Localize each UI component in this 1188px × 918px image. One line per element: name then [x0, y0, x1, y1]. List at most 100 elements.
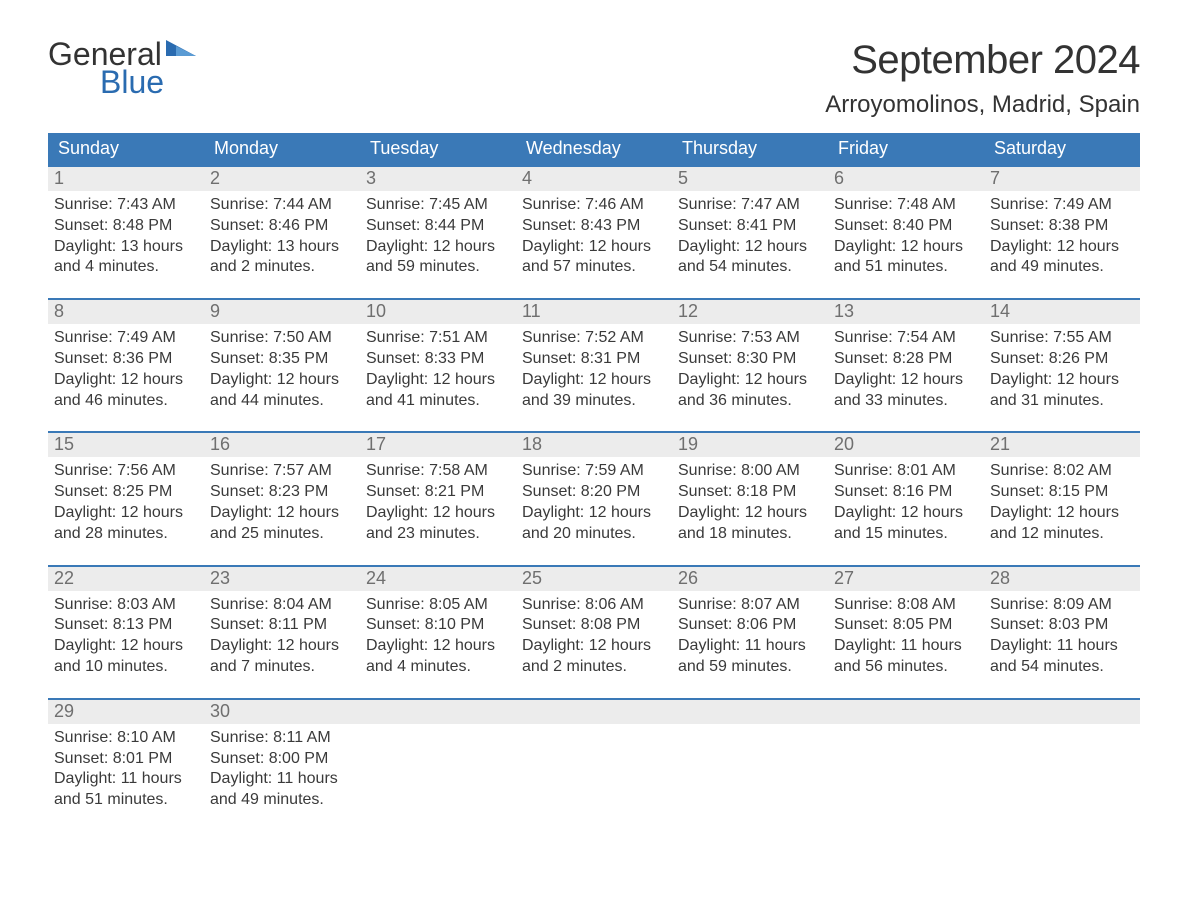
day-sunrise: Sunrise: 7:59 AM	[522, 461, 666, 482]
day-number: 13	[828, 300, 984, 324]
day-cell: 20Sunrise: 8:01 AMSunset: 8:16 PMDayligh…	[828, 433, 984, 544]
day-sunrise: Sunrise: 8:03 AM	[54, 595, 198, 616]
day-dl2: and 41 minutes.	[366, 391, 510, 412]
day-sunset: Sunset: 8:15 PM	[990, 482, 1134, 503]
day-dl2: and 51 minutes.	[834, 257, 978, 278]
day-number: 8	[48, 300, 204, 324]
page-title: September 2024	[825, 38, 1140, 83]
day-number: 30	[204, 700, 360, 724]
day-cell: 6Sunrise: 7:48 AMSunset: 8:40 PMDaylight…	[828, 167, 984, 278]
day-cell: 13Sunrise: 7:54 AMSunset: 8:28 PMDayligh…	[828, 300, 984, 411]
day-sunrise: Sunrise: 7:45 AM	[366, 195, 510, 216]
day-dl1: Daylight: 12 hours	[834, 503, 978, 524]
logo-text-blue: Blue	[100, 66, 196, 98]
column-header: Tuesday	[360, 133, 516, 165]
day-number: 26	[672, 567, 828, 591]
day-cell: 22Sunrise: 8:03 AMSunset: 8:13 PMDayligh…	[48, 567, 204, 678]
day-cell: 12Sunrise: 7:53 AMSunset: 8:30 PMDayligh…	[672, 300, 828, 411]
column-header: Thursday	[672, 133, 828, 165]
day-body	[672, 724, 828, 734]
day-cell	[828, 700, 984, 811]
day-number	[360, 700, 516, 724]
day-number: 7	[984, 167, 1140, 191]
day-sunrise: Sunrise: 8:11 AM	[210, 728, 354, 749]
day-dl1: Daylight: 11 hours	[54, 769, 198, 790]
day-body: Sunrise: 8:04 AMSunset: 8:11 PMDaylight:…	[204, 591, 360, 678]
day-dl1: Daylight: 12 hours	[522, 237, 666, 258]
day-dl1: Daylight: 11 hours	[678, 636, 822, 657]
day-sunrise: Sunrise: 7:53 AM	[678, 328, 822, 349]
day-sunrise: Sunrise: 7:49 AM	[990, 195, 1134, 216]
day-sunrise: Sunrise: 7:44 AM	[210, 195, 354, 216]
day-dl1: Daylight: 12 hours	[366, 503, 510, 524]
day-dl1: Daylight: 12 hours	[678, 237, 822, 258]
day-body: Sunrise: 8:05 AMSunset: 8:10 PMDaylight:…	[360, 591, 516, 678]
day-body: Sunrise: 7:57 AMSunset: 8:23 PMDaylight:…	[204, 457, 360, 544]
day-dl1: Daylight: 12 hours	[54, 636, 198, 657]
day-sunset: Sunset: 8:31 PM	[522, 349, 666, 370]
day-cell	[984, 700, 1140, 811]
day-number: 18	[516, 433, 672, 457]
day-sunset: Sunset: 8:43 PM	[522, 216, 666, 237]
header: General Blue September 2024 Arroyomolino…	[48, 38, 1140, 119]
day-body: Sunrise: 8:02 AMSunset: 8:15 PMDaylight:…	[984, 457, 1140, 544]
day-dl2: and 59 minutes.	[678, 657, 822, 678]
day-body: Sunrise: 8:10 AMSunset: 8:01 PMDaylight:…	[48, 724, 204, 811]
day-dl1: Daylight: 12 hours	[990, 237, 1134, 258]
day-sunrise: Sunrise: 7:58 AM	[366, 461, 510, 482]
day-cell: 26Sunrise: 8:07 AMSunset: 8:06 PMDayligh…	[672, 567, 828, 678]
day-sunset: Sunset: 8:00 PM	[210, 749, 354, 770]
column-header: Wednesday	[516, 133, 672, 165]
day-body: Sunrise: 7:46 AMSunset: 8:43 PMDaylight:…	[516, 191, 672, 278]
day-sunset: Sunset: 8:30 PM	[678, 349, 822, 370]
day-cell	[360, 700, 516, 811]
day-number: 28	[984, 567, 1140, 591]
day-sunrise: Sunrise: 8:07 AM	[678, 595, 822, 616]
day-body: Sunrise: 7:51 AMSunset: 8:33 PMDaylight:…	[360, 324, 516, 411]
day-sunset: Sunset: 8:06 PM	[678, 615, 822, 636]
day-dl2: and 33 minutes.	[834, 391, 978, 412]
day-sunrise: Sunrise: 8:09 AM	[990, 595, 1134, 616]
day-cell: 3Sunrise: 7:45 AMSunset: 8:44 PMDaylight…	[360, 167, 516, 278]
day-dl1: Daylight: 13 hours	[210, 237, 354, 258]
day-sunset: Sunset: 8:46 PM	[210, 216, 354, 237]
day-dl2: and 31 minutes.	[990, 391, 1134, 412]
day-cell	[516, 700, 672, 811]
day-number: 6	[828, 167, 984, 191]
day-dl1: Daylight: 12 hours	[210, 370, 354, 391]
day-number: 20	[828, 433, 984, 457]
day-body: Sunrise: 8:00 AMSunset: 8:18 PMDaylight:…	[672, 457, 828, 544]
day-body: Sunrise: 7:44 AMSunset: 8:46 PMDaylight:…	[204, 191, 360, 278]
day-dl1: Daylight: 12 hours	[54, 503, 198, 524]
day-sunset: Sunset: 8:44 PM	[366, 216, 510, 237]
day-dl1: Daylight: 12 hours	[54, 370, 198, 391]
day-sunset: Sunset: 8:33 PM	[366, 349, 510, 370]
day-dl2: and 57 minutes.	[522, 257, 666, 278]
day-number: 23	[204, 567, 360, 591]
day-cell: 28Sunrise: 8:09 AMSunset: 8:03 PMDayligh…	[984, 567, 1140, 678]
day-dl2: and 20 minutes.	[522, 524, 666, 545]
day-cell: 10Sunrise: 7:51 AMSunset: 8:33 PMDayligh…	[360, 300, 516, 411]
day-dl2: and 10 minutes.	[54, 657, 198, 678]
day-body: Sunrise: 7:54 AMSunset: 8:28 PMDaylight:…	[828, 324, 984, 411]
day-sunset: Sunset: 8:03 PM	[990, 615, 1134, 636]
day-dl2: and 54 minutes.	[990, 657, 1134, 678]
day-dl1: Daylight: 12 hours	[990, 370, 1134, 391]
day-sunrise: Sunrise: 7:46 AM	[522, 195, 666, 216]
day-cell: 4Sunrise: 7:46 AMSunset: 8:43 PMDaylight…	[516, 167, 672, 278]
day-dl1: Daylight: 12 hours	[366, 370, 510, 391]
column-header: Monday	[204, 133, 360, 165]
day-body: Sunrise: 7:47 AMSunset: 8:41 PMDaylight:…	[672, 191, 828, 278]
day-dl2: and 4 minutes.	[54, 257, 198, 278]
day-dl2: and 39 minutes.	[522, 391, 666, 412]
day-dl2: and 4 minutes.	[366, 657, 510, 678]
week-row: 22Sunrise: 8:03 AMSunset: 8:13 PMDayligh…	[48, 565, 1140, 678]
day-body: Sunrise: 7:53 AMSunset: 8:30 PMDaylight:…	[672, 324, 828, 411]
day-sunset: Sunset: 8:08 PM	[522, 615, 666, 636]
day-number: 24	[360, 567, 516, 591]
day-dl2: and 2 minutes.	[210, 257, 354, 278]
day-sunset: Sunset: 8:35 PM	[210, 349, 354, 370]
day-body: Sunrise: 8:07 AMSunset: 8:06 PMDaylight:…	[672, 591, 828, 678]
day-sunrise: Sunrise: 7:57 AM	[210, 461, 354, 482]
day-dl2: and 28 minutes.	[54, 524, 198, 545]
